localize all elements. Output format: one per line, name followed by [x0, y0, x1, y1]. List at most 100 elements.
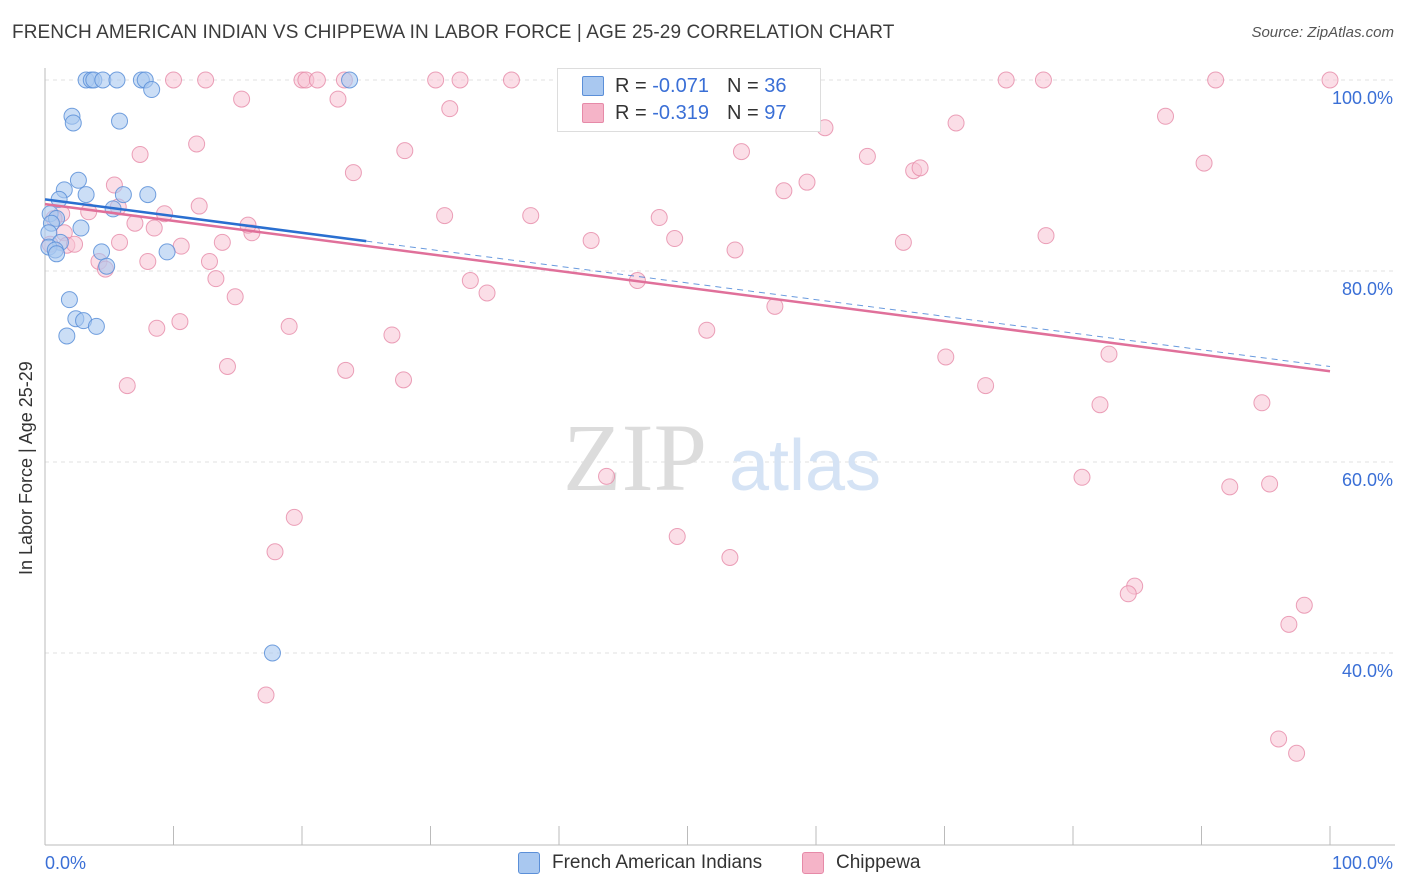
french-american-indian-point: [87, 317, 105, 335]
y-tick-label: 40.0%: [1342, 661, 1393, 681]
chippewa-point: [266, 543, 284, 561]
french-american-indian-point: [98, 257, 116, 275]
chippewa-point: [218, 358, 236, 375]
french-american-indian-point: [158, 243, 176, 261]
grid-lines: [45, 79, 1395, 654]
r-value: -0.071: [652, 74, 709, 97]
chippewa-point: [172, 237, 190, 255]
chippewa-point: [798, 173, 816, 191]
chippewa-point: [207, 270, 225, 288]
r-label: R =: [615, 101, 647, 124]
french-american-indian-point: [108, 71, 126, 89]
chippewa-point: [666, 230, 684, 248]
chippewa-point: [131, 145, 149, 163]
chippewa-point: [200, 252, 218, 270]
legend-item-french-american-indians[interactable]: French American Indians: [518, 852, 762, 874]
chippewa-point: [395, 371, 413, 389]
n-value: 97: [764, 101, 787, 124]
chippewa-point: [226, 288, 244, 306]
chippewa-point: [502, 71, 520, 89]
x-tick-label: 100.0%: [1332, 853, 1393, 873]
chippewa-point: [396, 142, 414, 160]
french-american-indian-point: [94, 71, 112, 89]
french-american-indian-point: [60, 291, 78, 309]
chippewa-point: [329, 90, 347, 108]
french-american-indian-points: [40, 71, 359, 662]
chippewa-point: [668, 527, 686, 545]
watermark-atlas: atlas: [729, 426, 881, 506]
chippewa-point: [478, 284, 496, 302]
y-axis-label: In Labor Force | Age 25-29: [16, 361, 36, 575]
chippewa-point: [383, 326, 401, 344]
chippewa-point: [1100, 345, 1118, 363]
chippewa-trend-line: [44, 202, 1331, 373]
chippewa-point: [441, 100, 459, 118]
tick-labels: 40.0% 60.0% 80.0% 100.0% 0.0% 100.0%: [45, 88, 1393, 873]
chippewa-point: [436, 207, 454, 225]
chippewa-point: [1270, 730, 1288, 748]
chippewa-point: [148, 319, 166, 337]
legend-item-chippewa[interactable]: Chippewa: [802, 852, 921, 874]
chippewa-point: [1119, 585, 1137, 603]
chippewa-point: [213, 233, 231, 251]
chippewa-point: [111, 233, 129, 251]
french-american-indian-point: [93, 243, 111, 261]
chippewa-point: [997, 71, 1015, 89]
french-american-indian-point: [72, 219, 90, 237]
y-tick-label: 80.0%: [1342, 279, 1393, 299]
source-label: Source: ZipAtlas.com: [1251, 24, 1394, 41]
chippewa-point: [650, 209, 668, 227]
french-american-indian-point: [58, 327, 76, 345]
trend-lines: [44, 198, 1331, 373]
chippewa-point: [775, 182, 793, 200]
chippewa-point: [427, 71, 445, 89]
french-american-indian-point: [69, 171, 87, 189]
axes: [44, 68, 1395, 846]
chippewa-point: [582, 231, 600, 249]
y-axis-label-wrap: In Labor Force | Age 25-29: [16, 361, 40, 815]
chippewa-point: [451, 71, 469, 89]
french-american-indian-trend-extension: [366, 240, 1331, 367]
chippewa-point: [1037, 227, 1055, 245]
french-american-indian-point: [111, 112, 129, 130]
chippewa-point: [197, 71, 215, 89]
chippewa-point: [1207, 71, 1225, 89]
chippewa-point: [1288, 744, 1306, 762]
n-label: N =: [726, 101, 759, 124]
chippewa-point: [1295, 596, 1313, 614]
legend-label: French American Indians: [552, 852, 763, 873]
chippewa-point: [1034, 71, 1052, 89]
chippewa-point: [165, 71, 182, 89]
x-tick-label: 0.0%: [45, 853, 86, 873]
chippewa-point: [726, 241, 744, 259]
chippewa-point: [1157, 107, 1175, 125]
chippewa-point: [522, 207, 540, 225]
chippewa-point: [1253, 394, 1271, 412]
watermark-zip: ZIP: [563, 404, 707, 511]
chippewa-point: [285, 508, 303, 526]
french-american-indian-point: [263, 644, 281, 662]
chippewa-point: [894, 233, 912, 251]
chippewa-point: [911, 159, 929, 177]
chippewa-point: [344, 164, 362, 182]
french-american-indian-point: [114, 186, 132, 204]
french-american-indian-point: [341, 71, 359, 89]
legend-swatch-blue: [518, 852, 540, 874]
chippewa-point: [1073, 468, 1091, 486]
r-label: R =: [615, 74, 647, 97]
chippewa-point: [280, 317, 298, 335]
chippewa-point: [337, 361, 355, 379]
legend-label: Chippewa: [836, 852, 921, 873]
chippewa-point: [1091, 396, 1109, 414]
n-label: N =: [726, 74, 759, 97]
chippewa-point: [858, 147, 876, 165]
chippewa-point: [732, 143, 750, 161]
french-american-indian-point: [143, 81, 161, 99]
n-value: 36: [764, 74, 787, 97]
chippewa-point: [937, 348, 955, 366]
chippewa-point: [190, 197, 208, 215]
french-american-indian-point: [139, 186, 157, 204]
y-tick-label: 60.0%: [1342, 470, 1393, 490]
chippewa-point: [171, 313, 189, 331]
chippewa-point: [461, 272, 479, 290]
